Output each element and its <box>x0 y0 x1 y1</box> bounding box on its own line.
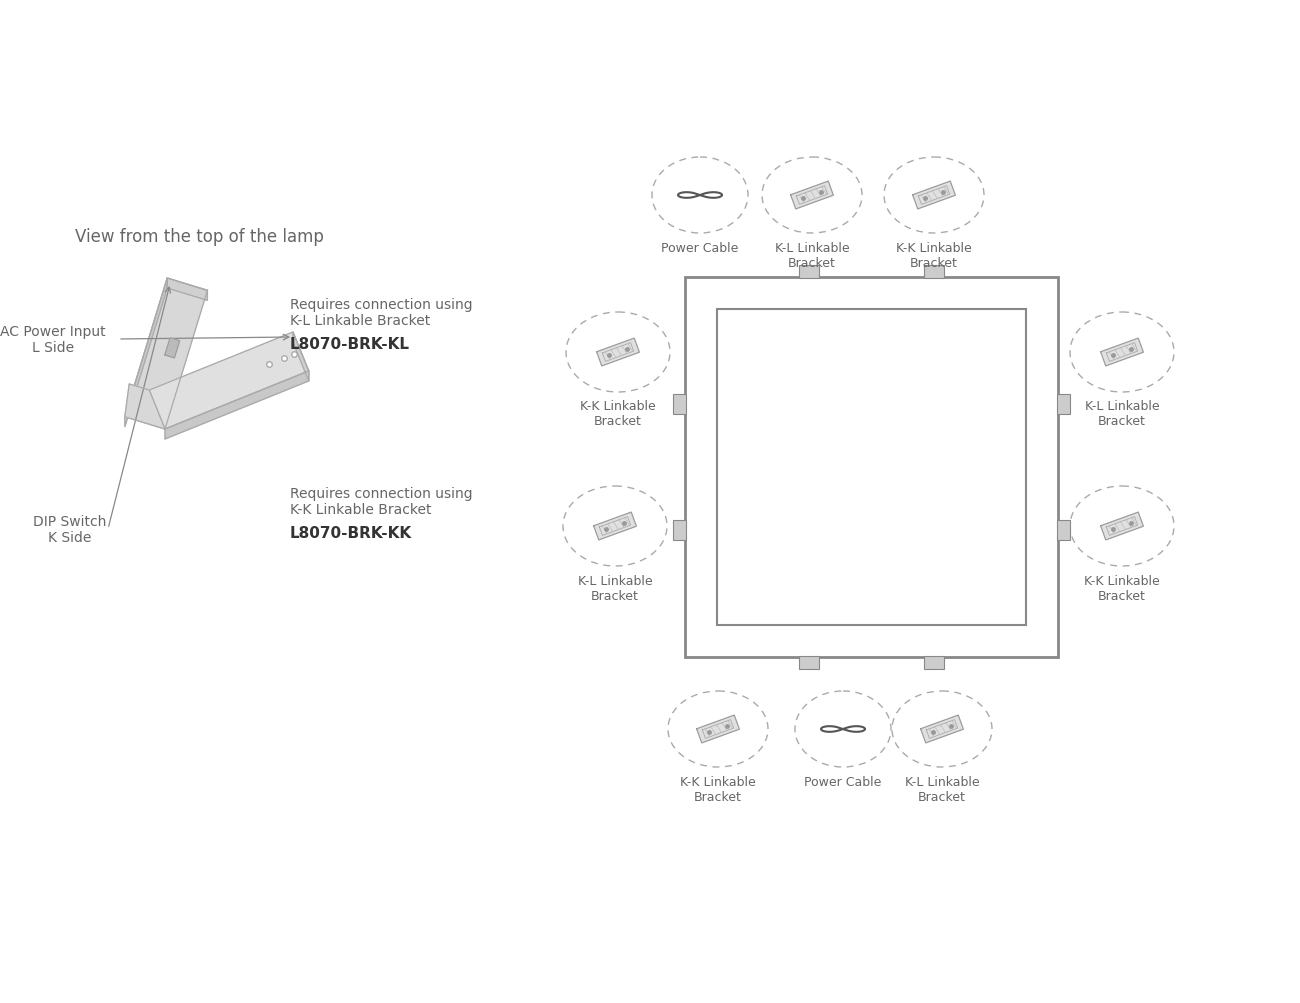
Polygon shape <box>920 715 963 743</box>
Bar <box>1057 521 1070 541</box>
Text: K-L Linkable
Bracket: K-L Linkable Bracket <box>775 242 849 270</box>
Bar <box>800 656 819 669</box>
Polygon shape <box>292 333 308 381</box>
Polygon shape <box>125 279 168 427</box>
Text: Power Cable: Power Cable <box>662 242 738 255</box>
Text: K-K Linkable
Bracket: K-K Linkable Bracket <box>680 775 755 803</box>
Text: Requires connection using
K-L Linkable Bracket: Requires connection using K-L Linkable B… <box>290 298 473 328</box>
Polygon shape <box>125 384 165 429</box>
Bar <box>685 278 1058 657</box>
Polygon shape <box>1101 513 1144 541</box>
Text: AC Power Input
L Side: AC Power Input L Side <box>0 325 107 355</box>
Text: Power Cable: Power Cable <box>805 775 881 788</box>
Polygon shape <box>913 182 956 210</box>
Polygon shape <box>594 513 637 541</box>
Text: DIP Switch
K Side: DIP Switch K Side <box>32 515 107 545</box>
Text: Requires connection using
K-K Linkable Bracket: Requires connection using K-K Linkable B… <box>290 486 473 517</box>
Polygon shape <box>1101 339 1144 366</box>
Text: K-L Linkable
Bracket: K-L Linkable Bracket <box>905 775 979 803</box>
Bar <box>718 310 1026 626</box>
Text: View from the top of the lamp: View from the top of the lamp <box>75 228 324 246</box>
Polygon shape <box>597 339 640 366</box>
Bar <box>673 394 686 414</box>
Bar <box>800 266 819 279</box>
Text: L8070-BRK-KK: L8070-BRK-KK <box>290 526 412 541</box>
Text: K-K Linkable
Bracket: K-K Linkable Bracket <box>580 399 656 427</box>
Bar <box>924 656 944 669</box>
Text: K-L Linkable
Bracket: K-L Linkable Bracket <box>1084 399 1160 427</box>
Text: K-K Linkable
Bracket: K-K Linkable Bracket <box>1084 575 1160 603</box>
Bar <box>924 266 944 279</box>
Polygon shape <box>168 279 208 301</box>
Bar <box>1057 394 1070 414</box>
Bar <box>673 521 686 541</box>
Text: L8070-BRK-KL: L8070-BRK-KL <box>290 337 410 352</box>
Polygon shape <box>165 371 308 439</box>
Polygon shape <box>165 338 179 358</box>
Polygon shape <box>697 715 740 743</box>
Text: K-L Linkable
Bracket: K-L Linkable Bracket <box>577 575 653 603</box>
Polygon shape <box>125 279 208 429</box>
Polygon shape <box>790 182 833 210</box>
Polygon shape <box>150 333 308 429</box>
Text: K-K Linkable
Bracket: K-K Linkable Bracket <box>896 242 972 270</box>
